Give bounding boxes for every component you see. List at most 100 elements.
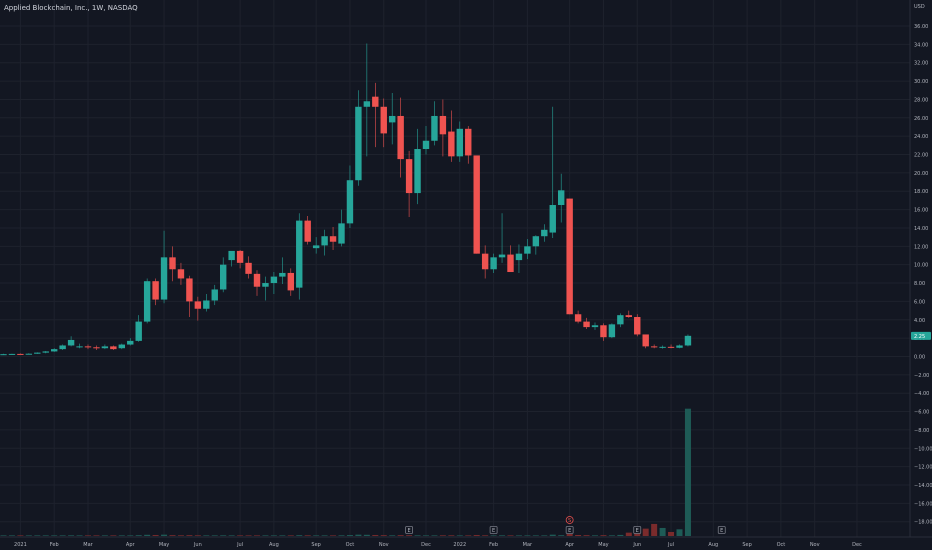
candle[interactable] xyxy=(262,276,269,301)
symbol-title[interactable]: Applied Blockchain, Inc., 1W, NASDAQ xyxy=(4,4,138,12)
candle[interactable] xyxy=(228,250,235,267)
candle[interactable] xyxy=(236,249,244,269)
candle[interactable] xyxy=(211,284,218,306)
split-marker[interactable]: S xyxy=(565,516,574,524)
earnings-marker[interactable]: E xyxy=(565,526,574,534)
candle[interactable] xyxy=(549,106,556,239)
candle[interactable] xyxy=(127,338,134,346)
candle[interactable] xyxy=(541,224,548,242)
candle[interactable] xyxy=(397,97,404,178)
candle[interactable] xyxy=(296,213,303,300)
candle[interactable] xyxy=(101,344,109,350)
candle[interactable] xyxy=(625,310,632,318)
candle[interactable] xyxy=(634,314,641,337)
candle[interactable] xyxy=(684,334,692,347)
candle[interactable] xyxy=(676,344,683,349)
candle[interactable] xyxy=(566,198,573,315)
volume-bar xyxy=(617,534,624,536)
candle[interactable] xyxy=(51,348,58,352)
candle[interactable] xyxy=(498,213,506,263)
candle[interactable] xyxy=(34,352,41,354)
candle[interactable] xyxy=(143,278,151,324)
candle[interactable] xyxy=(287,268,294,296)
candle[interactable] xyxy=(135,315,142,342)
candle[interactable] xyxy=(84,344,92,350)
candle[interactable] xyxy=(439,99,447,157)
candle[interactable] xyxy=(456,121,463,162)
candle[interactable] xyxy=(422,126,430,155)
candle[interactable] xyxy=(177,262,185,285)
candle[interactable] xyxy=(642,334,649,349)
candle[interactable] xyxy=(524,238,531,260)
candle[interactable] xyxy=(76,343,83,349)
candle[interactable] xyxy=(245,256,252,279)
candle[interactable] xyxy=(583,317,590,329)
candle[interactable] xyxy=(659,345,666,349)
candle[interactable] xyxy=(490,253,497,273)
candle[interactable] xyxy=(0,353,7,356)
candle[interactable] xyxy=(532,235,540,255)
candle[interactable] xyxy=(152,278,159,306)
volume-bar xyxy=(144,534,151,536)
time-axis[interactable]: 2021 Feb Mar Apr May Jun Jul Aug Sep Oct Nov Dec 202… xyxy=(14,542,862,548)
candle[interactable] xyxy=(338,209,345,247)
candle[interactable] xyxy=(650,344,658,349)
candle[interactable] xyxy=(25,353,33,355)
candle[interactable] xyxy=(600,323,607,341)
candle[interactable] xyxy=(110,345,117,351)
candle[interactable] xyxy=(279,257,286,284)
candle[interactable] xyxy=(591,322,599,330)
candle[interactable] xyxy=(372,82,379,148)
candle[interactable] xyxy=(59,344,66,351)
candle[interactable] xyxy=(203,294,210,312)
candle[interactable] xyxy=(448,110,455,162)
candle[interactable] xyxy=(160,230,168,304)
candle[interactable] xyxy=(253,270,261,296)
candle[interactable] xyxy=(574,310,582,324)
candle[interactable] xyxy=(473,155,480,254)
volume-bar xyxy=(220,535,227,536)
candle[interactable] xyxy=(67,336,75,347)
candle[interactable] xyxy=(380,98,387,148)
volume-bar xyxy=(465,535,472,536)
candle[interactable] xyxy=(405,150,413,217)
candle-body xyxy=(160,257,168,300)
candle-body xyxy=(456,128,463,157)
volume-bar xyxy=(118,535,125,536)
candle[interactable] xyxy=(186,275,193,318)
candle[interactable] xyxy=(389,93,396,145)
candle[interactable] xyxy=(363,43,371,157)
candle[interactable] xyxy=(194,296,202,321)
candle[interactable] xyxy=(169,246,176,282)
candle[interactable] xyxy=(465,126,472,164)
candle[interactable] xyxy=(558,173,565,223)
candle[interactable] xyxy=(93,345,100,351)
candle[interactable] xyxy=(312,237,320,254)
candle[interactable] xyxy=(304,216,311,245)
candle[interactable] xyxy=(329,227,337,250)
earnings-marker[interactable]: E xyxy=(489,526,498,534)
candle[interactable] xyxy=(355,90,362,186)
candle[interactable] xyxy=(515,244,523,273)
candle[interactable] xyxy=(17,353,24,355)
candle[interactable] xyxy=(321,229,328,256)
candle[interactable] xyxy=(118,343,125,350)
candle[interactable] xyxy=(346,165,354,228)
candle[interactable] xyxy=(667,344,675,349)
candle[interactable] xyxy=(431,101,438,146)
earnings-marker[interactable]: E xyxy=(633,526,642,534)
candle-body xyxy=(642,334,649,347)
candle[interactable] xyxy=(270,272,278,295)
candle[interactable] xyxy=(42,350,49,354)
earnings-marker[interactable]: E xyxy=(405,526,414,534)
candle[interactable] xyxy=(481,245,489,279)
candle[interactable] xyxy=(617,313,624,328)
candle[interactable] xyxy=(507,245,514,273)
candle[interactable] xyxy=(8,353,16,355)
candle-body xyxy=(287,272,294,291)
candle[interactable] xyxy=(414,128,421,205)
candle[interactable] xyxy=(220,257,227,293)
earnings-marker[interactable]: E xyxy=(717,526,726,534)
candle[interactable] xyxy=(608,323,616,339)
